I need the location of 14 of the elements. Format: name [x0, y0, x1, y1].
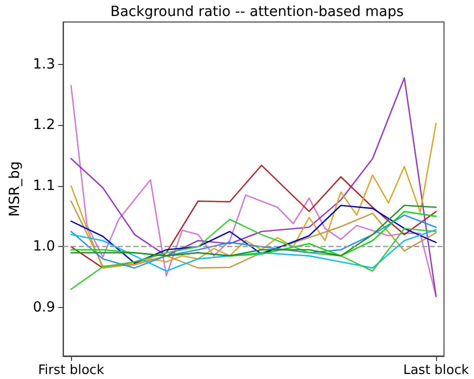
x-tick-label: First block	[38, 363, 105, 378]
y-tick-label: 1.2	[32, 117, 56, 134]
line-series	[70, 164, 437, 269]
y-axis-title: MSR_bg	[7, 161, 23, 217]
chart-title: Background ratio -- attention-based maps	[110, 4, 404, 20]
y-tick-label: 0.9	[32, 299, 56, 316]
line-series	[70, 122, 437, 269]
line-series	[70, 214, 437, 269]
x-tick-label: Last block	[403, 363, 470, 378]
y-tick-label: 1.3	[32, 56, 56, 73]
line-series	[70, 218, 437, 290]
line-series	[70, 229, 437, 272]
y-tick-label: 1.0	[32, 238, 56, 255]
y-tick-label: 1.1	[32, 178, 56, 194]
